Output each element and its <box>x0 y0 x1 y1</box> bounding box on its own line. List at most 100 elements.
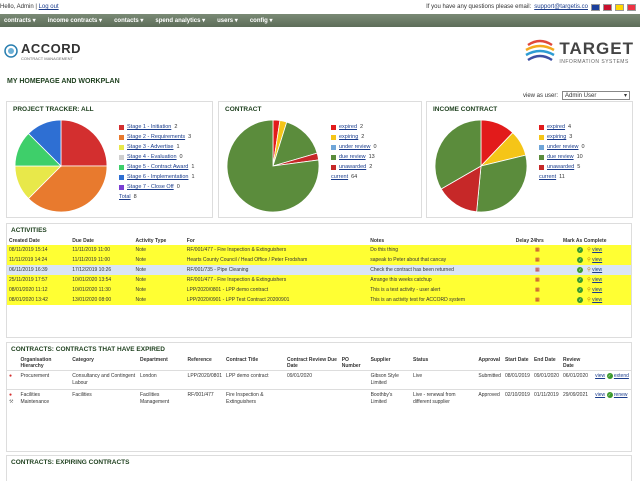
calendar-icon[interactable]: ▦ <box>535 247 540 253</box>
nav-item-income-contracts[interactable]: income contracts ▾ <box>47 18 103 24</box>
calendar-icon[interactable]: ▦ <box>535 257 540 263</box>
legend-link[interactable]: unawarded <box>339 164 367 170</box>
view-link[interactable]: view <box>592 277 603 283</box>
view-link[interactable]: view <box>592 257 603 263</box>
column-header: Due Date <box>72 238 94 244</box>
pie-slice-stage-2-requirements[interactable] <box>27 165 108 213</box>
legend-link[interactable]: current <box>539 174 557 180</box>
legend-link[interactable]: expiring <box>339 134 359 140</box>
expired-contract-row[interactable]: ● Procurement Consultancy and Contingent L… <box>7 370 631 390</box>
check-icon[interactable]: ✓ <box>577 267 584 273</box>
check-icon[interactable]: ✓ <box>577 287 584 293</box>
legend-link[interactable]: Stage 1 - Initiation <box>127 124 172 130</box>
nav-item-spend-analytics[interactable]: spend analytics ▾ <box>155 18 206 24</box>
legend-link[interactable]: due review <box>547 154 574 160</box>
nav-item-users[interactable]: users ▾ <box>217 18 238 24</box>
activity-for: Hearts County Council / Head Office / Pe… <box>184 255 369 265</box>
search-icon[interactable]: ⚲ <box>587 257 591 263</box>
legend-link[interactable]: expired <box>339 124 358 130</box>
legend-link[interactable]: Stage 5 - Contract Award <box>127 164 189 170</box>
activity-notes: This is an activity test for ACCORD syst… <box>368 295 514 305</box>
legend-item: due review 10 <box>539 152 585 162</box>
pie-slice-current[interactable] <box>226 119 320 213</box>
pie-slice-due-review[interactable] <box>476 154 528 213</box>
legend-link[interactable]: Stage 7 - Close Off <box>127 184 174 190</box>
activity-row[interactable]: 11/11/2019 14:24 11/11/2019 11:00 Note Hear… <box>7 255 631 265</box>
view-link[interactable]: view <box>592 297 603 303</box>
view-link[interactable]: view <box>595 373 606 379</box>
calendar-icon[interactable]: ▦ <box>535 297 540 303</box>
calendar-icon[interactable]: ▦ <box>535 287 540 293</box>
legend-item: current 64 <box>331 172 377 182</box>
legend-link[interactable]: Stage 4 - Evaluation <box>127 154 177 160</box>
logout-link[interactable]: Log out <box>38 4 59 10</box>
search-icon[interactable]: ⚲ <box>587 267 591 273</box>
legend-link[interactable]: Stage 6 - Implementation <box>127 174 189 180</box>
legend-link[interactable]: expiring <box>547 134 567 140</box>
contract-reference: LPP/2020/0801 <box>187 373 223 379</box>
legend-swatch <box>331 164 336 170</box>
legend-link[interactable]: under review <box>339 144 371 150</box>
check-icon[interactable]: ✓ <box>577 297 584 303</box>
nav-item-config[interactable]: config ▾ <box>249 18 273 24</box>
complete-cell: ✓ <box>561 245 586 255</box>
legend-link[interactable]: Total <box>119 194 131 200</box>
view-link[interactable]: view <box>592 287 603 293</box>
activity-row[interactable]: 08/01/2020 13:42 13/01/2020 08:00 Note LPP/… <box>7 295 631 305</box>
check-icon[interactable]: ✓ <box>606 392 613 398</box>
column-header: Activity Type <box>135 238 167 244</box>
flag-de-icon[interactable] <box>603 3 612 11</box>
legend-link[interactable]: expired <box>547 124 566 130</box>
activity-for: RF/001/477 - Fire Inspection & Extinguis… <box>184 245 369 255</box>
flag-uk-icon[interactable] <box>591 3 600 11</box>
pie-slice-current[interactable] <box>434 119 482 190</box>
flag-es-icon[interactable] <box>615 3 624 11</box>
search-icon[interactable]: ⚲ <box>587 297 591 303</box>
pie-slice-due-review[interactable] <box>272 121 318 167</box>
check-icon[interactable]: ✓ <box>606 373 613 379</box>
extend-link[interactable]: extend <box>613 373 629 379</box>
legend-link[interactable]: current <box>331 174 349 180</box>
check-icon[interactable]: ✓ <box>577 247 584 253</box>
activity-row[interactable]: 06/11/2019 16:39 17/12/2019 10:26 Note RF/0… <box>7 265 631 275</box>
delay-cell: ▦ <box>513 275 562 285</box>
activity-due: 11/11/2019 11:00 <box>70 255 134 265</box>
nav-item-contracts[interactable]: contracts ▾ <box>4 18 36 24</box>
pie-slice-stage-1-initiation[interactable] <box>60 119 108 167</box>
complete-cell: ✓ <box>561 295 586 305</box>
support-email-link[interactable]: support@targetis.co <box>534 4 588 10</box>
calendar-icon[interactable]: ▦ <box>535 277 540 283</box>
activity-row[interactable]: 08/01/2020 11:12 10/01/2020 11:30 Note LPP/… <box>7 285 631 295</box>
check-icon[interactable]: ✓ <box>577 277 584 283</box>
view-link[interactable]: view <box>592 247 603 253</box>
legend-link[interactable]: Stage 2 - Requirements <box>127 134 186 140</box>
nav-item-contacts[interactable]: contacts ▾ <box>114 18 144 24</box>
legend-value: 11 <box>559 174 565 180</box>
pie-slice-stage-6-implementation[interactable] <box>27 119 62 167</box>
contract-review: 06/01/2020 <box>563 373 589 379</box>
activity-type: Note <box>133 295 185 305</box>
search-icon[interactable]: ⚲ <box>587 247 591 253</box>
activity-row[interactable]: 08/11/2019 15:14 11/11/2019 11:00 Note RF/0… <box>7 245 631 255</box>
view-link[interactable]: view <box>592 267 603 273</box>
legend-link[interactable]: due review <box>339 154 366 160</box>
expired-contract-row[interactable]: ● ⚒ Facilities Maintenance Facilities Facil… <box>7 389 631 409</box>
check-icon[interactable]: ✓ <box>577 257 584 263</box>
search-icon[interactable]: ⚲ <box>587 287 591 293</box>
view-as-select[interactable]: Admin User ▾ <box>562 91 630 100</box>
activity-row[interactable]: 25/11/2019 17:57 10/01/2020 13:54 Note RF/0… <box>7 275 631 285</box>
legend-item: Stage 6 - Implementation 1 <box>119 172 195 182</box>
flag-nl-icon[interactable] <box>627 3 636 11</box>
activity-notes: This is a test activity - user alert <box>368 285 514 295</box>
calendar-icon[interactable]: ▦ <box>535 267 540 273</box>
legend-link[interactable]: under review <box>547 144 579 150</box>
renew-link[interactable]: renew <box>613 392 628 398</box>
contract-category: Facilities <box>72 392 92 398</box>
legend-link[interactable]: unawarded <box>547 164 575 170</box>
legend-item: current 11 <box>539 172 585 182</box>
activity-due: 11/11/2019 11:00 <box>70 245 134 255</box>
legend-link[interactable]: Stage 3 - Advertise <box>127 144 174 150</box>
expired-title: CONTRACTS: CONTRACTS THAT HAVE EXPIRED <box>11 346 165 353</box>
search-icon[interactable]: ⚲ <box>587 277 591 283</box>
view-link[interactable]: view <box>595 392 606 398</box>
